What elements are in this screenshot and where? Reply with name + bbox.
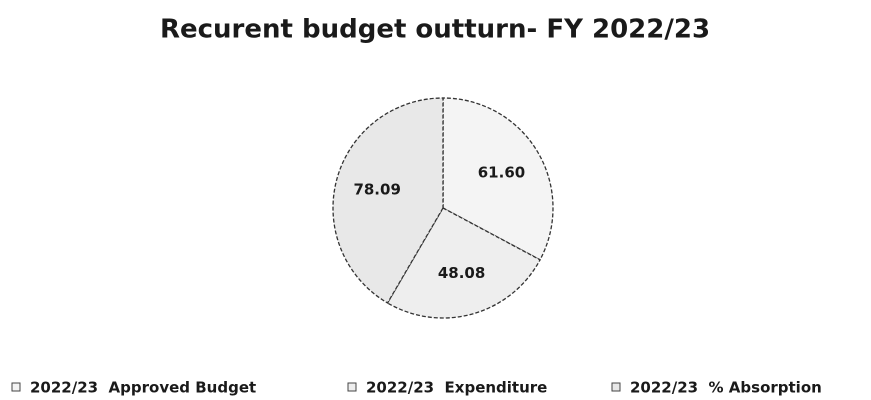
data-label: 48.08 <box>438 264 485 282</box>
legend-swatch <box>11 382 21 392</box>
legend-label: 2022/23 Approved Budget <box>30 379 256 397</box>
pie-slice <box>332 97 444 304</box>
legend-swatch <box>347 382 357 392</box>
pie-slice <box>386 207 541 319</box>
data-label: 78.09 <box>353 181 400 199</box>
legend-label: 2022/23 % Absorption <box>630 379 822 397</box>
legend-swatch <box>611 382 621 392</box>
pie-slice <box>442 97 554 261</box>
legend-label: 2022/23 Expenditure <box>366 379 547 397</box>
chart-title: Recurent budget outturn- FY 2022/23 <box>160 15 710 45</box>
data-label: 61.60 <box>478 163 525 181</box>
